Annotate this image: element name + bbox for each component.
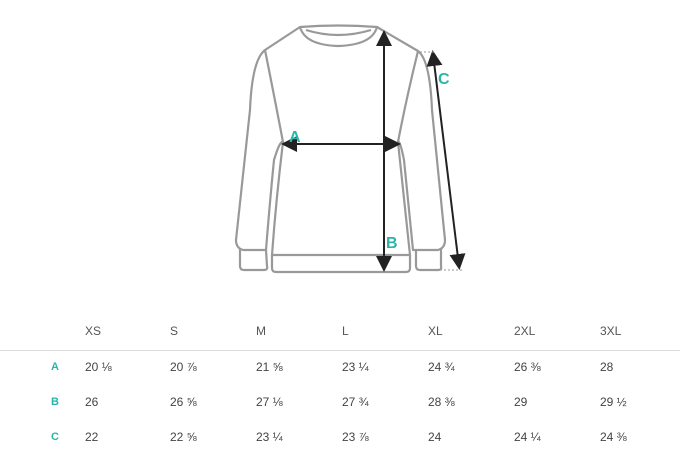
row-label: C	[51, 431, 59, 443]
size-header: XL	[428, 324, 443, 338]
size-header: S	[170, 324, 179, 338]
size-header: 2XL	[514, 324, 536, 338]
table-cell: 22	[85, 430, 99, 444]
table-cell: 28	[600, 360, 614, 374]
table-cell: 29 ½	[600, 395, 627, 409]
size-header: L	[342, 324, 349, 338]
size-header: M	[256, 324, 266, 338]
row-label: A	[51, 361, 59, 373]
size-header: 3XL	[600, 324, 622, 338]
table-cell: 26 ⅜	[514, 360, 541, 374]
table-cell: 24 ⅜	[600, 430, 627, 444]
table-cell: 29	[514, 395, 528, 409]
table-cell: 23 ¼	[342, 360, 369, 374]
table-cell: 22 ⅝	[170, 430, 197, 444]
table-cell: 20 ⅛	[85, 360, 112, 374]
size-header: XS	[85, 324, 102, 338]
table-cell: 23 ⅞	[342, 430, 369, 444]
row-label: B	[51, 396, 59, 408]
table-cell: 24	[428, 430, 442, 444]
label-a: A	[289, 129, 301, 146]
table-cell: 26 ⅝	[170, 395, 197, 409]
table-cell: 21 ⅝	[256, 360, 283, 374]
sweatshirt-diagram: A B C	[234, 24, 466, 274]
table-cell: 24 ¼	[514, 430, 541, 444]
label-c: C	[438, 71, 450, 88]
label-b: B	[386, 235, 398, 252]
header-divider	[0, 350, 680, 351]
table-cell: 24 ¾	[428, 360, 455, 374]
measure-c-arrow	[426, 50, 466, 270]
table-cell: 27 ¾	[342, 395, 369, 409]
sweatshirt-outline	[234, 24, 447, 274]
table-cell: 28 ⅜	[428, 395, 455, 409]
table-cell: 23 ¼	[256, 430, 283, 444]
table-cell: 26	[85, 395, 99, 409]
table-cell: 20 ⅞	[170, 360, 197, 374]
table-cell: 27 ⅛	[256, 395, 283, 409]
